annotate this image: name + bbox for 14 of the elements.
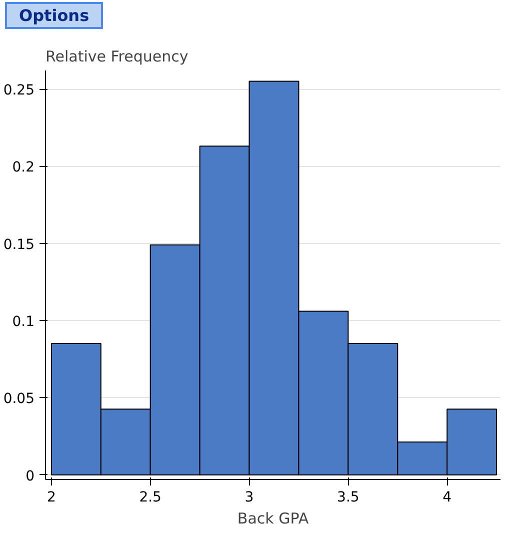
x-tick-label: 3.5 [337,490,360,506]
y-tick-label: 0.15 [3,236,34,253]
x-tick-label: 2 [46,490,56,506]
y-axis-title: Relative Frequency [46,48,188,66]
y-tick-label: 0.05 [3,391,34,408]
x-tick-label: 3 [244,490,254,506]
y-tick-label: 0.25 [3,82,34,99]
x-axis-title: Back GPA [237,510,310,528]
y-tick-label: 0.2 [12,160,34,176]
y-tick-label: 0.1 [12,314,34,330]
y-tick-label: 0 [26,468,35,484]
text: Options [5,2,104,29]
x-tick-label: 4 [442,490,452,506]
x-tick-label: 2.5 [139,490,162,506]
